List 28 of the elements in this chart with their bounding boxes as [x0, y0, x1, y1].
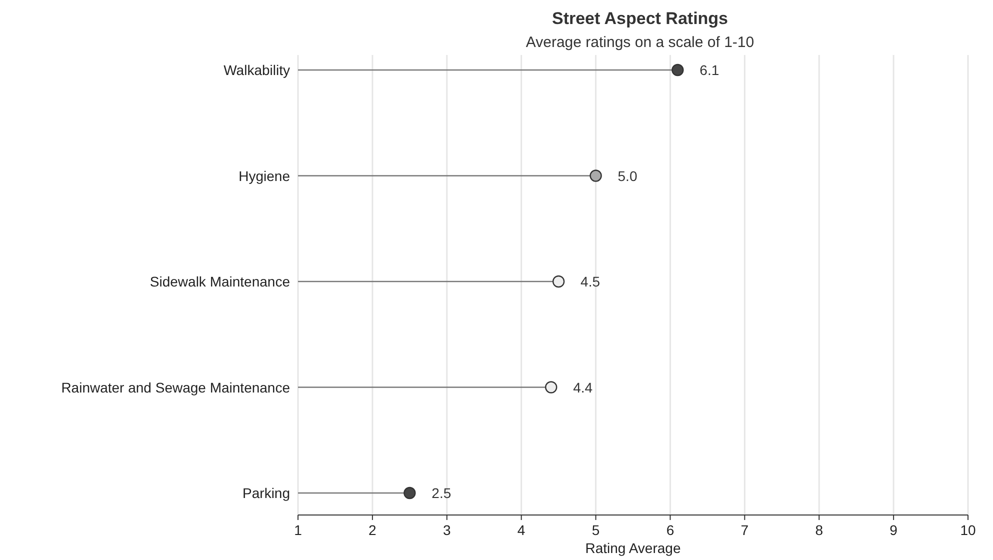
point: [590, 170, 602, 182]
y-tick-label: Walkability: [224, 62, 290, 78]
point: [545, 381, 558, 394]
y-tick-label: Parking: [242, 485, 290, 501]
y-tick-label: Sidewalk Maintenance: [150, 274, 290, 290]
chart-title: Street Aspect Ratings: [552, 9, 728, 28]
point: [404, 486, 416, 500]
x-tick-label: 4: [517, 522, 526, 538]
data-label: 4.4: [573, 379, 593, 396]
data-label: 6.1: [700, 62, 720, 78]
y-tick-label: Hygiene: [238, 168, 290, 184]
y-tick-label: Rainwater and Sewage Maintenance: [61, 379, 290, 396]
x-tick-label: 8: [815, 522, 824, 538]
point: [672, 64, 684, 76]
x-axis-title: Rating Average: [585, 540, 681, 556]
point: [552, 275, 565, 288]
x-tick-label: 3: [442, 522, 451, 538]
data-label: 5.0: [618, 168, 638, 184]
data-label: 2.5: [432, 485, 452, 501]
x-tick-label: 2: [368, 522, 377, 538]
chart-subtitle: Average ratings on a scale of 1-10: [526, 34, 754, 51]
x-tick-label: 10: [960, 522, 976, 538]
x-tick-label: 1: [294, 522, 302, 538]
x-tick-label: 6: [666, 522, 674, 538]
x-tick-label: 7: [740, 522, 749, 538]
x-tick-label: 9: [890, 522, 898, 538]
data-label: 4.5: [580, 274, 600, 290]
x-tick-label: 5: [592, 522, 600, 538]
